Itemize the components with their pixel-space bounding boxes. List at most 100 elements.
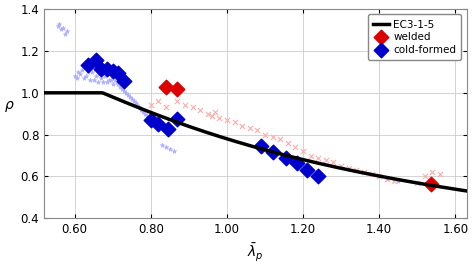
Legend: EC3-1-5, welded, cold-formed: EC3-1-5, welded, cold-formed bbox=[368, 14, 462, 60]
Point bbox=[132, 101, 139, 105]
Point bbox=[86, 78, 94, 83]
Point bbox=[173, 99, 181, 103]
welded bbox=[162, 84, 170, 89]
Point bbox=[155, 126, 162, 131]
Point bbox=[360, 170, 368, 174]
Point bbox=[394, 178, 402, 183]
Line: EC3-1-5: EC3-1-5 bbox=[44, 93, 467, 191]
Point bbox=[238, 124, 246, 128]
Point bbox=[204, 111, 212, 116]
Point bbox=[147, 103, 155, 107]
cold-formed bbox=[147, 118, 155, 122]
Point bbox=[73, 76, 81, 80]
X-axis label: $\bar{\lambda}_p$: $\bar{\lambda}_p$ bbox=[247, 242, 264, 264]
cold-formed bbox=[314, 174, 322, 178]
Point bbox=[231, 120, 238, 124]
Point bbox=[189, 105, 196, 110]
cold-formed bbox=[269, 150, 276, 155]
cold-formed bbox=[84, 62, 92, 67]
Point bbox=[299, 149, 307, 154]
Point bbox=[421, 174, 428, 178]
EC3-1-5 bbox=[300, 158, 306, 161]
Point bbox=[208, 114, 216, 118]
cold-formed bbox=[173, 117, 181, 121]
Point bbox=[151, 122, 158, 126]
Point bbox=[111, 78, 118, 83]
Point bbox=[436, 172, 444, 177]
Point bbox=[276, 137, 284, 141]
Point bbox=[71, 74, 79, 78]
Point bbox=[130, 99, 137, 103]
Point bbox=[181, 103, 189, 107]
cold-formed bbox=[164, 127, 172, 132]
cold-formed bbox=[257, 144, 265, 148]
Point bbox=[145, 116, 153, 120]
Point bbox=[88, 70, 96, 74]
Point bbox=[57, 27, 65, 31]
Point bbox=[115, 82, 122, 87]
Point bbox=[128, 97, 136, 101]
Point bbox=[61, 32, 69, 36]
Point bbox=[246, 126, 254, 131]
Point bbox=[59, 26, 67, 30]
Point bbox=[107, 78, 115, 83]
Point bbox=[98, 76, 105, 80]
EC3-1-5 bbox=[43, 91, 48, 94]
welded bbox=[427, 182, 434, 186]
cold-formed bbox=[92, 58, 100, 62]
Point bbox=[166, 147, 173, 151]
Point bbox=[124, 93, 132, 97]
Point bbox=[139, 110, 147, 114]
cold-formed bbox=[120, 79, 128, 83]
cold-formed bbox=[98, 67, 105, 71]
Point bbox=[100, 80, 107, 84]
Point bbox=[368, 172, 375, 177]
Point bbox=[81, 76, 88, 80]
Point bbox=[375, 174, 383, 178]
Point bbox=[122, 91, 130, 95]
Point bbox=[136, 105, 143, 110]
Point bbox=[55, 22, 63, 26]
welded bbox=[173, 87, 181, 91]
EC3-1-5 bbox=[293, 156, 299, 159]
Point bbox=[216, 116, 223, 120]
Point bbox=[162, 105, 170, 110]
Point bbox=[103, 80, 111, 84]
Point bbox=[223, 118, 231, 122]
Point bbox=[212, 110, 219, 114]
Point bbox=[269, 135, 276, 139]
Point bbox=[117, 84, 124, 89]
Point bbox=[82, 74, 90, 78]
Y-axis label: $\rho$: $\rho$ bbox=[4, 99, 15, 114]
Point bbox=[84, 70, 92, 74]
Point bbox=[92, 74, 100, 78]
cold-formed bbox=[115, 71, 122, 75]
Point bbox=[314, 155, 322, 160]
Point bbox=[90, 78, 98, 83]
Point bbox=[94, 80, 101, 84]
Point bbox=[63, 29, 71, 33]
Point bbox=[322, 158, 329, 162]
Point bbox=[197, 107, 204, 112]
cold-formed bbox=[282, 155, 290, 160]
Point bbox=[261, 132, 269, 137]
Point bbox=[391, 178, 398, 183]
Point bbox=[353, 168, 360, 172]
Point bbox=[170, 149, 177, 154]
Point bbox=[77, 72, 84, 76]
Point bbox=[375, 174, 383, 178]
Point bbox=[162, 145, 170, 149]
Point bbox=[105, 78, 113, 83]
Point bbox=[337, 164, 345, 168]
Point bbox=[413, 181, 421, 185]
Point bbox=[147, 118, 155, 122]
EC3-1-5 bbox=[41, 91, 47, 94]
Point bbox=[143, 114, 151, 118]
Point bbox=[307, 153, 314, 158]
Point bbox=[109, 82, 117, 87]
cold-formed bbox=[103, 67, 111, 71]
Point bbox=[113, 80, 120, 84]
cold-formed bbox=[155, 122, 162, 126]
Point bbox=[345, 166, 353, 170]
cold-formed bbox=[293, 161, 301, 165]
